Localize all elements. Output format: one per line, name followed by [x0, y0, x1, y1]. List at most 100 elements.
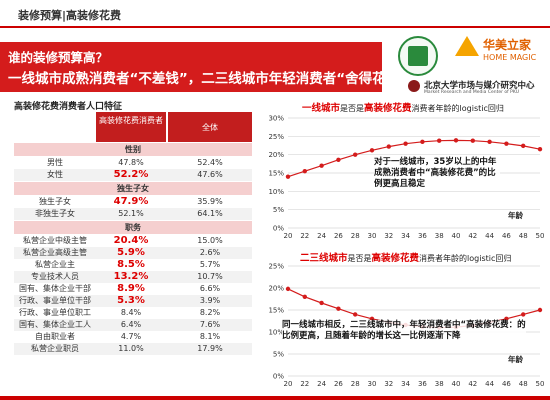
chart-note-lower-tier: 同一线城市相反，二三线城市中，年轻消费者中“高装修花费：的比例更高，且随着年龄的… — [282, 320, 526, 342]
row-value-high-spenders: 8.9% — [117, 283, 145, 294]
row-label: 男性 — [47, 158, 63, 167]
x-tick-label: 28 — [351, 232, 360, 240]
x-tick-label: 24 — [317, 232, 326, 240]
table-row: 私营企业职员 11.0% 17.9% — [14, 343, 252, 355]
row-value-all: 15.0% — [197, 236, 223, 245]
table-section-header: 职务 — [14, 221, 252, 234]
x-axis-label-lower-tier: 年龄 — [508, 355, 523, 364]
data-point — [369, 316, 375, 321]
data-point — [487, 139, 492, 145]
x-tick-label: 36 — [418, 380, 427, 388]
x-tick-label: 38 — [435, 232, 444, 240]
chart-title-key: 高装修花费 — [364, 103, 412, 114]
y-tick-label: 10% — [268, 329, 284, 337]
x-tick-label: 20 — [284, 380, 293, 388]
row-label: 私营企业中级主管 — [23, 236, 87, 245]
chart-title-key: 高装修花费 — [371, 253, 420, 264]
headline-banner: 谁的装修预算高？ 一线城市成熟消费者“不差钱”，二三线城市年轻消费者“舍得花” — [0, 42, 395, 92]
row-value-high-spenders: 20.4% — [113, 235, 149, 246]
x-tick-label: 44 — [485, 232, 494, 240]
row-value-all: 10.7% — [197, 272, 223, 281]
chart-note-first-tier: 对于一线城市，35岁以上的中年成熟消费者中“高装修花费”的比例更高且稳定 — [374, 157, 500, 190]
data-point — [537, 307, 543, 313]
row-value-all: 3.9% — [199, 296, 221, 305]
row-value-all: 6.6% — [199, 284, 221, 293]
x-tick-label: 34 — [401, 380, 410, 388]
row-value-all: 2.6% — [199, 248, 221, 257]
x-tick-label: 34 — [401, 232, 410, 240]
row-value-high-spenders: 8.5% — [117, 259, 145, 270]
table-row: 国有、集体企业工人 6.4% 7.6% — [14, 319, 252, 331]
x-tick-label: 40 — [452, 232, 461, 240]
x-tick-label: 48 — [519, 380, 528, 388]
x-tick-label: 20 — [284, 232, 293, 240]
x-tick-label: 22 — [300, 380, 309, 388]
x-tick-label: 50 — [536, 232, 545, 240]
y-tick-label: 0% — [273, 373, 284, 381]
column-header-high-spenders: 高装修花费消费者 — [96, 112, 166, 142]
row-label: 私营企业职员 — [31, 344, 79, 353]
table-row: 私营企业中级主管 20.4% 15.0% — [14, 235, 252, 247]
data-point — [453, 138, 459, 143]
house-logo-icon — [455, 36, 479, 56]
y-tick-label: 25% — [268, 133, 284, 141]
row-value-all: 17.9% — [197, 344, 223, 353]
table-row: 行政、事业单位职工 8.4% 8.2% — [14, 307, 252, 319]
table-row: 私营企业高级主管 5.9% 2.6% — [14, 247, 252, 259]
data-point — [470, 138, 475, 143]
row-value-all: 47.6% — [197, 170, 223, 179]
row-value-high-spenders: 47.8% — [118, 158, 144, 167]
chart-title-tail: 消费者年龄的logistic回归 — [411, 104, 504, 113]
table-row: 自由职业者 4.7% 8.1% — [14, 331, 252, 343]
table-row: 行政、事业单位干部 5.3% 3.9% — [14, 295, 252, 307]
row-label: 专业技术人员 — [31, 272, 79, 281]
data-point — [302, 294, 307, 299]
data-point — [302, 168, 307, 174]
x-tick-label: 26 — [334, 380, 343, 388]
row-value-all: 8.2% — [199, 308, 221, 317]
brand-name-en: HOME MAGIC — [483, 53, 537, 62]
x-tick-label: 42 — [468, 380, 477, 388]
table-caption: 高装修花费消费者人口特征 — [14, 102, 123, 112]
data-point — [537, 146, 543, 152]
y-tick-label: 30% — [268, 115, 284, 123]
row-value-high-spenders: 6.4% — [120, 320, 142, 329]
row-value-high-spenders: 52.1% — [118, 209, 144, 218]
x-tick-label: 30 — [368, 232, 377, 240]
x-tick-label: 32 — [384, 232, 393, 240]
x-tick-label: 46 — [502, 380, 511, 388]
headline-statement: 一线城市成熟消费者“不差钱”，二三线城市年轻消费者“舍得花” — [8, 71, 395, 87]
table-row: 男性 47.8% 52.4% — [14, 157, 252, 169]
table-section-header: 性别 — [14, 143, 252, 156]
row-label: 国有、集体企业工人 — [19, 320, 91, 329]
x-tick-label: 32 — [384, 380, 393, 388]
x-tick-label: 44 — [485, 380, 494, 388]
chart-title-first-tier: 一线城市是否是高装修花费消费者年龄的logistic回归 — [302, 100, 504, 114]
data-point — [386, 144, 391, 149]
data-point — [319, 163, 324, 168]
table-row: 国有、集体企业干部 8.9% 6.6% — [14, 283, 252, 295]
x-tick-label: 48 — [519, 232, 528, 240]
table-row: 非独生子女 52.1% 64.1% — [14, 208, 252, 220]
row-value-high-spenders: 8.4% — [120, 308, 142, 317]
row-value-all: 52.4% — [197, 158, 223, 167]
chart-title-lower-tier: 二三线城市是否是高装修花费消费者年龄的logistic回归 — [300, 250, 511, 264]
row-value-all: 5.7% — [199, 260, 221, 269]
page-title: 装修预算|高装修花费 — [18, 9, 122, 22]
row-label: 自由职业者 — [35, 332, 75, 341]
y-tick-label: 5% — [273, 206, 284, 214]
x-tick-label: 40 — [452, 380, 461, 388]
data-point — [504, 316, 509, 321]
row-value-all: 64.1% — [197, 209, 223, 218]
row-label: 行政、事业单位职工 — [19, 308, 91, 317]
chart-title-tail: 消费者年龄的logistic回归 — [419, 254, 512, 263]
data-point — [437, 138, 442, 143]
row-label: 女性 — [47, 170, 63, 179]
data-point — [403, 141, 408, 146]
table-row: 私营企业主 8.5% 5.7% — [14, 259, 252, 271]
x-tick-label: 24 — [317, 380, 326, 388]
x-tick-label: 28 — [351, 380, 360, 388]
row-value-high-spenders: 47.9% — [113, 196, 149, 207]
y-tick-label: 10% — [268, 188, 284, 196]
row-label: 非独生子女 — [35, 209, 75, 218]
